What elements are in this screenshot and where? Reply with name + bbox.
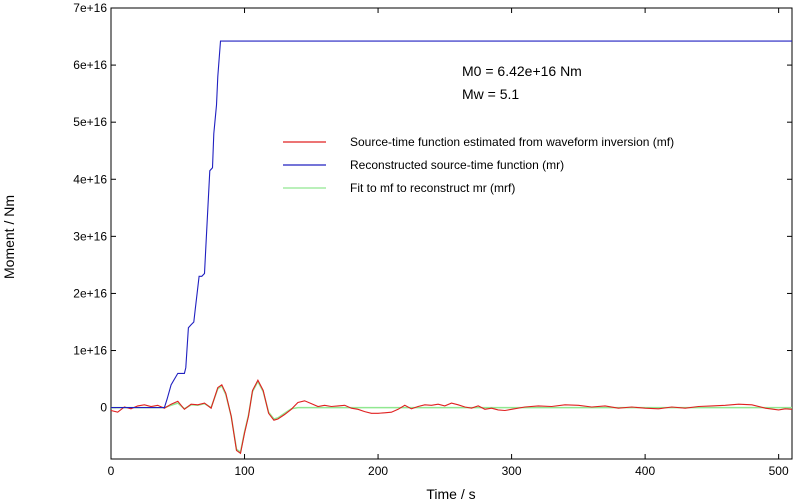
y-tick-label: 7e+16	[73, 1, 107, 15]
plot-frame	[110, 7, 793, 460]
x-tick-label: 300	[502, 464, 522, 478]
x-tick-label: 500	[769, 464, 789, 478]
x-axis-label: Time / s	[426, 486, 475, 501]
y-tick-label: 2e+16	[73, 286, 107, 300]
x-tick-label: 400	[635, 464, 655, 478]
legend: Source-time function estimated from wave…	[283, 135, 674, 195]
y-axis-ticks: 0 1e+16 2e+16 3e+16 4e+16 5e+16 6e+16 7e+16	[73, 1, 792, 415]
legend-label-mrf: Fit to mf to reconstruct mr (mrf)	[350, 181, 515, 195]
plot-border	[110, 7, 793, 460]
x-tick-label: 0	[108, 464, 115, 478]
series-line-mf	[110, 379, 793, 455]
y-tick-label: 5e+16	[73, 115, 107, 129]
x-tick-label: 100	[235, 464, 255, 478]
x-tick-label: 200	[368, 464, 388, 478]
series-line-mr	[111, 40, 792, 409]
y-tick-label: 6e+16	[73, 58, 107, 72]
seismic-moment-annotation: M0 = 6.42e+16 Nm	[462, 63, 582, 79]
y-tick-label: 0	[100, 401, 107, 415]
series-line-mrf	[111, 379, 792, 454]
y-tick-label: 4e+16	[73, 172, 107, 186]
y-axis-label: Moment / Nm	[1, 195, 17, 279]
legend-label-mf: Source-time function estimated from wave…	[350, 135, 674, 149]
legend-label-mr: Reconstructed source-time function (mr)	[350, 158, 564, 172]
series-lines	[110, 40, 793, 455]
y-tick-label: 3e+16	[73, 229, 107, 243]
moment-magnitude-annotation: Mw = 5.1	[462, 86, 519, 102]
y-tick-label: 1e+16	[73, 344, 107, 358]
x-axis-ticks: 0 100 200 300 400 500	[108, 8, 789, 478]
